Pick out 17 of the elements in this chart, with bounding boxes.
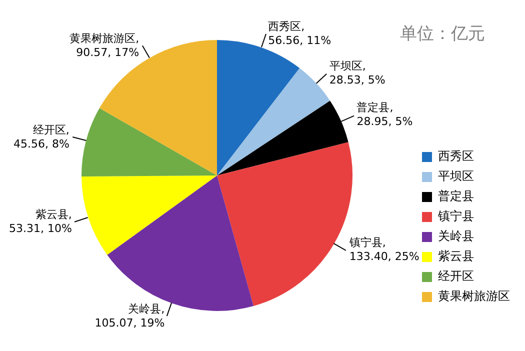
legend-label: 紫云县	[438, 249, 474, 264]
text: 单位：亿元	[400, 23, 485, 45]
data-label: 黄果树旅游区, 90.57, 17%	[70, 32, 140, 59]
data-label: 经开区, 45.56, 8%	[13, 123, 70, 150]
data-label: 关岭县, 105.07, 19%	[94, 302, 165, 330]
data-label: 西秀区, 56.56, 11%	[268, 20, 332, 47]
data-label: 紫云县, 53.31, 10%	[8, 208, 72, 235]
legend-label: 西秀区	[438, 149, 474, 164]
data-label: 平坝区, 28.53, 5%	[329, 59, 386, 86]
legend-label: 普定县	[438, 189, 474, 204]
data-label: 普定县, 28.95, 5%	[356, 100, 413, 128]
legend-label: 镇宁县	[437, 209, 474, 224]
legend-label: 关岭县	[438, 229, 474, 244]
legend-label: 经开区	[438, 269, 474, 284]
legend-label: 黄果树旅游区	[438, 289, 510, 304]
legend-label: 平坝区	[438, 169, 474, 184]
data-label: 镇宁县, 133.40, 25%	[348, 236, 420, 264]
